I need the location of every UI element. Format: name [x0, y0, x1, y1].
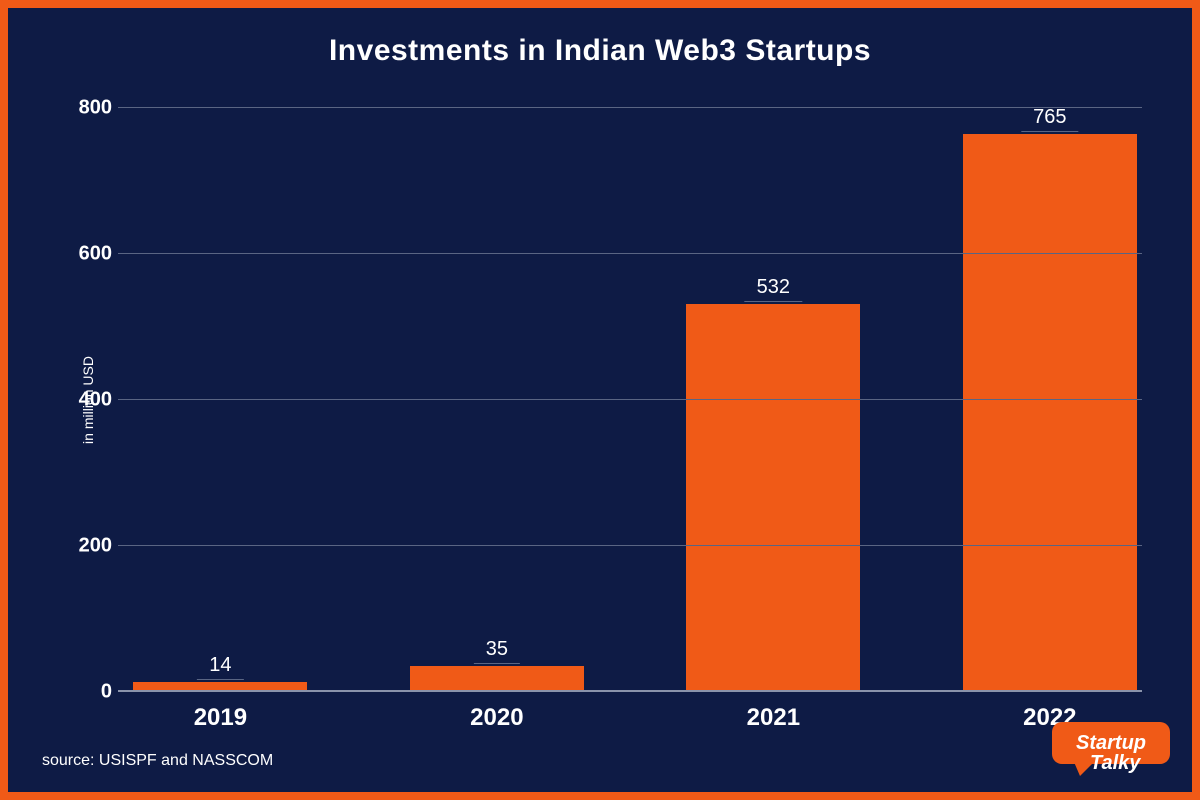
x-tick-label: 2020 — [470, 704, 523, 732]
bar-value-label: 14 — [197, 654, 243, 680]
x-axis-labels: 2019202020212022 — [118, 700, 1142, 730]
bar-value-label: 532 — [745, 276, 802, 302]
bar: 35 — [410, 666, 584, 692]
y-tick-label: 400 — [68, 389, 112, 412]
chart-title: Investments in Indian Web3 Startups — [48, 34, 1152, 68]
bar-value-label: 35 — [474, 638, 520, 664]
chart-panel: Investments in Indian Web3 Startups in m… — [8, 8, 1192, 792]
bar: 532 — [686, 304, 860, 692]
bar-value-label: 765 — [1021, 106, 1078, 132]
bar: 765 — [963, 134, 1137, 692]
plot-area: 14 35 532 765 — [118, 108, 1142, 692]
x-tick-label: 2019 — [194, 704, 247, 732]
gridline — [118, 399, 1142, 400]
x-tick-label: 2021 — [747, 704, 800, 732]
logo-sub-text: Talky — [1090, 752, 1140, 775]
x-axis-baseline — [118, 690, 1142, 692]
y-tick-label: 200 — [68, 535, 112, 558]
gridline — [118, 107, 1142, 108]
bars-layer: 14 35 532 765 — [118, 108, 1142, 692]
gridline — [118, 545, 1142, 546]
chart-frame: Investments in Indian Web3 Startups in m… — [0, 0, 1200, 800]
y-tick-label: 800 — [68, 97, 112, 120]
y-tick-label: 0 — [68, 681, 112, 704]
brand-logo: Startup Talky — [1052, 722, 1172, 778]
y-tick-label: 600 — [68, 243, 112, 266]
gridline — [118, 253, 1142, 254]
y-axis-ticks: 0200400600800 — [68, 108, 112, 692]
source-text: source: USISPF and NASSCOM — [42, 752, 273, 770]
